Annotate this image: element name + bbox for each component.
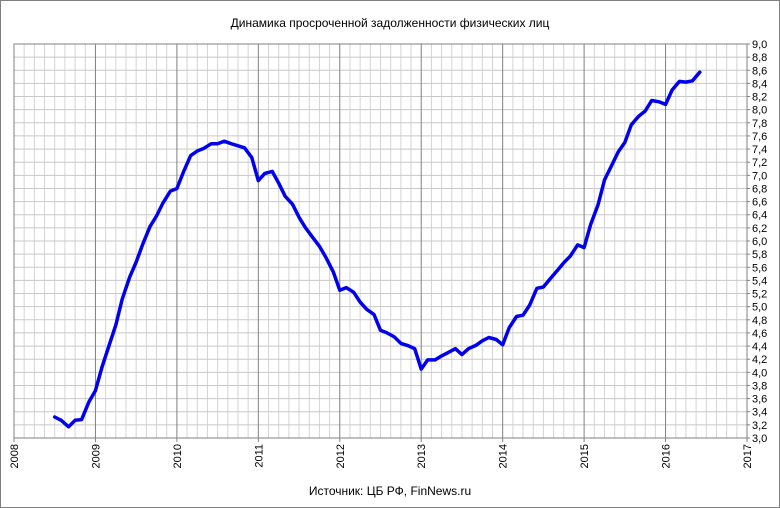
x-tick-label: 2011 — [253, 444, 265, 468]
y-tick-label: 7,6 — [752, 131, 767, 143]
y-tick-label: 8,4 — [752, 78, 767, 90]
x-tick-label: 2008 — [9, 444, 21, 468]
y-axis: 3,03,23,43,63,84,04,24,44,64,85,05,25,45… — [747, 39, 767, 445]
y-tick-label: 4,2 — [752, 354, 767, 366]
y-tick-label: 8,2 — [752, 92, 767, 104]
y-tick-label: 5,0 — [752, 302, 767, 314]
y-tick-label: 7,4 — [752, 144, 767, 156]
y-tick-label: 3,0 — [752, 433, 767, 445]
x-tick-label: 2012 — [335, 444, 347, 468]
y-tick-label: 9,0 — [752, 39, 767, 51]
x-tick-label: 2015 — [579, 444, 591, 468]
y-tick-label: 7,8 — [752, 118, 767, 130]
y-tick-label: 3,4 — [752, 407, 767, 419]
y-tick-label: 8,6 — [752, 65, 767, 77]
x-tick-label: 2016 — [661, 444, 673, 468]
x-tick-label: 2010 — [172, 444, 184, 468]
y-tick-label: 4,6 — [752, 328, 767, 340]
y-tick-label: 6,2 — [752, 223, 767, 235]
y-tick-label: 8,0 — [752, 105, 767, 117]
y-tick-label: 4,8 — [752, 315, 767, 327]
y-tick-label: 6,6 — [752, 197, 767, 209]
x-axis: 2008 2009 2010 2011 2012 2013 2014 2015 2016 2017 — [9, 438, 754, 468]
y-tick-label: 5,6 — [752, 262, 767, 274]
y-tick-label: 5,2 — [752, 289, 767, 301]
y-tick-label: 6,8 — [752, 183, 767, 195]
y-tick-label: 4,4 — [752, 341, 767, 353]
x-tick-label: 2013 — [416, 444, 428, 468]
y-tick-label: 8,8 — [752, 52, 767, 64]
y-tick-label: 3,2 — [752, 420, 767, 432]
x-tick-label: 2009 — [90, 444, 102, 468]
y-tick-label: 5,8 — [752, 249, 767, 261]
y-tick-label: 6,0 — [752, 236, 767, 248]
y-tick-label: 3,8 — [752, 380, 767, 392]
y-tick-label: 5,4 — [752, 275, 767, 287]
x-tick-label: 2014 — [498, 444, 510, 468]
series-line — [52, 70, 702, 429]
grid — [14, 44, 747, 438]
y-tick-label: 4,0 — [752, 367, 767, 379]
y-tick-label: 3,6 — [752, 394, 767, 406]
chart-title: Динамика просроченной задолженности физи… — [230, 16, 550, 30]
y-tick-label: 7,2 — [752, 157, 767, 169]
y-tick-label: 6,4 — [752, 210, 767, 222]
source-label: Источник: ЦБ РФ, FinNews.ru — [308, 484, 472, 498]
y-tick-label: 7,0 — [752, 170, 767, 182]
x-tick-label: 2017 — [742, 444, 754, 468]
series-group — [52, 70, 702, 429]
